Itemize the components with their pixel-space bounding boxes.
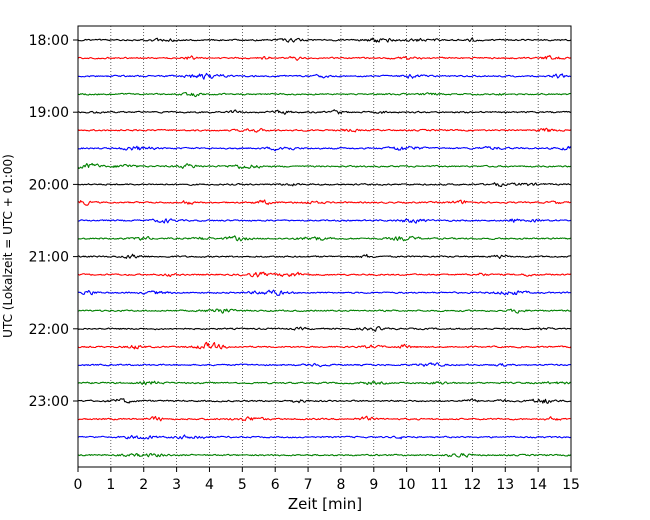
x-tick-label: 15 (562, 477, 580, 493)
x-tick-label: 9 (369, 477, 378, 493)
trace-2330 (77, 434, 572, 440)
trace-2215 (77, 341, 572, 350)
x-axis-label: Zeit [min] (288, 495, 362, 513)
trace-1800 (77, 37, 572, 43)
y-tick-label: 21:00 (29, 250, 69, 266)
trace-1900 (77, 109, 572, 115)
trace-2100 (77, 253, 572, 259)
trace-2015 (77, 199, 572, 206)
trace-1945 (77, 162, 572, 170)
y-tick-label: 22:00 (29, 322, 69, 338)
trace-2000 (77, 182, 572, 187)
trace-2145 (77, 308, 572, 314)
y-axis-label: UTC (Lokalzeit = UTC + 01:00) (1, 154, 15, 338)
trace-2230 (77, 362, 572, 368)
trace-2245 (77, 380, 572, 386)
x-tick-label: 11 (431, 477, 449, 493)
x-tick-label: 8 (336, 477, 345, 493)
trace-1915 (77, 127, 572, 133)
x-tick-label: 10 (398, 477, 416, 493)
trace-1845 (77, 91, 572, 98)
x-tick-label: 2 (139, 477, 148, 493)
x-tick-label: 1 (106, 477, 115, 493)
x-tick-label: 14 (529, 477, 547, 493)
trace-2045 (77, 235, 572, 242)
trace-1930 (77, 145, 572, 152)
x-tick-label: 12 (463, 477, 481, 493)
x-tick-label: 3 (172, 477, 181, 493)
trace-1815 (77, 54, 572, 61)
trace-2345 (77, 452, 572, 458)
x-tick-label: 0 (74, 477, 83, 493)
trace-2130 (77, 289, 572, 296)
x-tick-label: 13 (496, 477, 514, 493)
y-axis-ticks: 18:00 19:00 20:00 21:00 22:00 23:00 (29, 33, 78, 410)
y-tick-label: 20:00 (29, 177, 69, 193)
trace-2315 (78, 415, 572, 422)
trace-1830 (77, 72, 572, 80)
x-tick-label: 7 (304, 477, 313, 493)
x-tick-label: 6 (271, 477, 280, 493)
trace-2200 (77, 326, 572, 332)
trace-2300 (77, 398, 572, 404)
trace-2030 (77, 218, 572, 224)
x-tick-label: 5 (238, 477, 247, 493)
trace-2115 (77, 271, 572, 278)
x-axis-ticks: 0 1 2 3 4 5 6 7 8 9 10 11 12 13 14 15 (74, 467, 580, 493)
plot-background (78, 26, 571, 467)
y-tick-label: 23:00 (29, 394, 69, 410)
seismic-traces (77, 37, 572, 458)
y-tick-label: 19:00 (29, 105, 69, 121)
y-tick-label: 18:00 (29, 33, 69, 49)
x-tick-label: 4 (205, 477, 214, 493)
plot-frame (77, 25, 572, 468)
